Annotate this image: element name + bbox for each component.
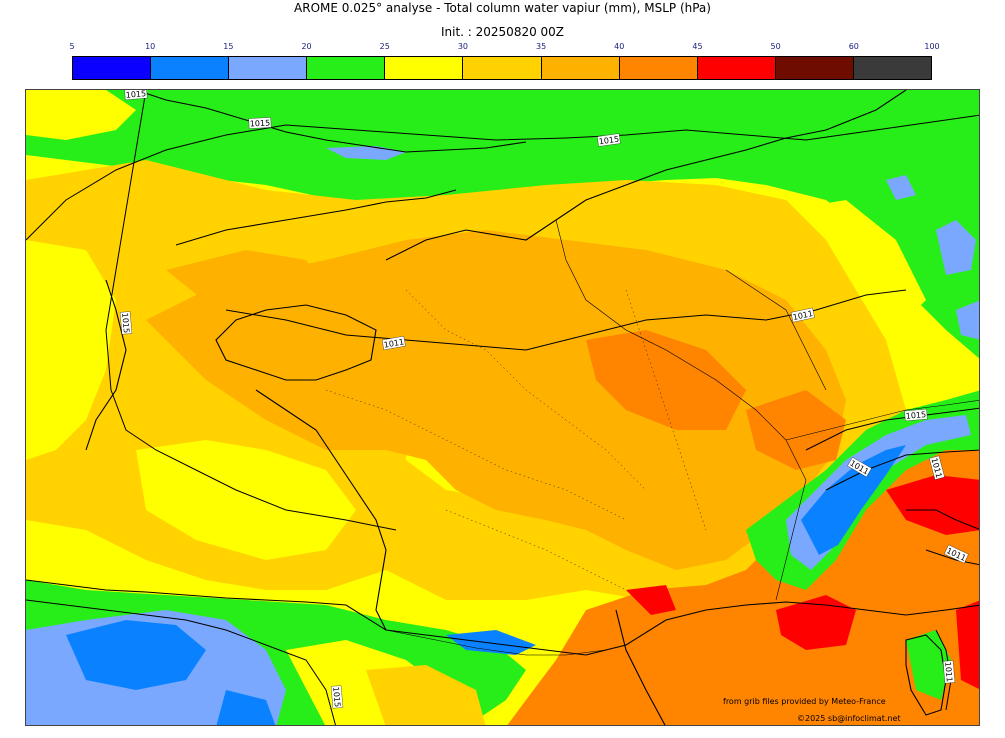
north-blue-patch-4 (956, 300, 979, 340)
north-blue-patch-2 (886, 175, 916, 200)
red-patch-corsica (956, 600, 979, 689)
north-green-band (26, 90, 979, 359)
svg-text:1015: 1015 (905, 410, 926, 421)
colorbar-segment (697, 57, 776, 79)
isobar-labels: 1015 1015 1015 1015 1011 1011 1015 1011 … (119, 90, 969, 709)
colorbar-tick-label: 100 (924, 42, 940, 51)
borders (385, 219, 979, 656)
iberia-gold-patch (366, 665, 486, 725)
iberia-blue (66, 620, 206, 690)
colorbar-tick-label: 25 (379, 42, 390, 51)
central-amber-region (146, 230, 846, 570)
init-time: Init. : 20250820 00Z (440, 25, 565, 39)
colorbar-tick-label: 35 (535, 42, 547, 51)
colorbar-legend (72, 56, 932, 80)
svg-text:1011: 1011 (792, 309, 814, 322)
north-yellow-patch-2 (786, 200, 926, 330)
svg-text:1015: 1015 (331, 686, 342, 707)
red-patch-ligurian (776, 595, 856, 650)
isobar-label-4: 1015 (119, 311, 133, 335)
atlantic-yellow-patch (26, 240, 116, 460)
colorbar-segment (775, 57, 854, 79)
north-yellow-patch (26, 90, 136, 140)
west-amber-patch (166, 250, 326, 310)
colorbar-tick-label: 50 (770, 42, 781, 51)
colorbar-segment (229, 57, 308, 79)
isobar-label-1: 1015 (124, 90, 148, 101)
coastlines (26, 90, 979, 725)
svg-text:1015: 1015 (120, 312, 131, 333)
colorbar-tick-label: 60 (848, 42, 859, 51)
regional-boundaries (325, 289, 707, 591)
alps-blue (801, 445, 906, 555)
iberia-blue-2 (216, 690, 276, 725)
colorbar-segment (151, 57, 230, 79)
isobar-label-5: 1011 (381, 336, 406, 351)
colorbar-segment (619, 57, 698, 79)
isobar-label-6: 1011 (790, 307, 815, 323)
svg-text:1015: 1015 (598, 135, 619, 147)
svg-text:1011: 1011 (383, 337, 405, 349)
svg-text:1015: 1015 (250, 118, 271, 128)
colorbar-tick-label: 10 (145, 42, 156, 51)
weather-map: 1015 1015 1015 1015 1011 1011 1015 1011 … (25, 89, 980, 726)
colorbar-tick-label: 5 (69, 42, 75, 51)
isobar-label-2: 1015 (248, 117, 272, 129)
isobar-label-12: 1011 (942, 660, 956, 684)
central-orange-patch (586, 330, 746, 430)
north-blue-patch-3 (936, 220, 976, 275)
colorbar-segment (541, 57, 620, 79)
svg-text:1015: 1015 (125, 90, 146, 100)
biscay-yellow-patch (136, 440, 356, 560)
colorbar-tick-label: 30 (457, 42, 468, 51)
colorbar-segment (463, 57, 542, 79)
chart-title: AROME 0.025° analyse - Total column wate… (294, 1, 711, 15)
pyrenees-blue (446, 630, 536, 655)
corsica-green (906, 630, 951, 700)
colorbar-segment (307, 57, 386, 79)
colorbar-segment (73, 57, 152, 79)
map-canvas: 1015 1015 1015 1015 1011 1011 1015 1011 … (26, 90, 979, 725)
isobar-label-11: 1015 (330, 685, 344, 709)
colorbar-segment (385, 57, 464, 79)
colorbar-tick-label: 45 (692, 42, 703, 51)
isobar-label-3: 1015 (597, 133, 621, 147)
colorbar-tick-label: 15 (223, 42, 234, 51)
colorbar-segment (853, 57, 932, 79)
isobar-label-7: 1015 (904, 408, 928, 422)
east-orange-patch (746, 390, 846, 470)
copyright-credit: ©2025 sb@infoclimat.net (797, 714, 901, 723)
red-patch-lion (626, 585, 676, 615)
colorbar-tick-label: 20 (301, 42, 312, 51)
colorbar-tick-label: 40 (614, 42, 625, 51)
svg-text:1011: 1011 (943, 661, 954, 682)
data-source-credit: from grib files provided by Meteo-France (723, 697, 886, 706)
